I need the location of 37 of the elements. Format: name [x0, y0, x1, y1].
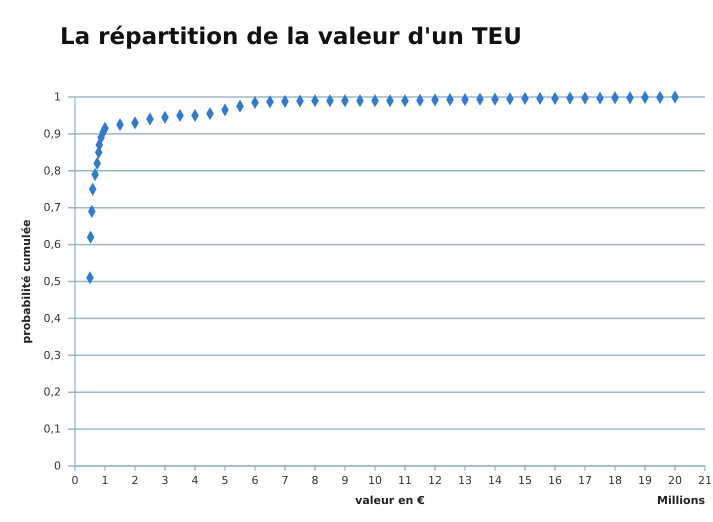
y-tick-label: 0,4	[44, 312, 61, 325]
x-tick-label: 11	[398, 474, 412, 487]
y-tick-label: 1	[54, 90, 61, 104]
x-tick-label: 9	[342, 474, 348, 487]
x-tick-label: 20	[668, 474, 682, 487]
x-tick-label: 6	[252, 474, 258, 487]
x-tick-label: 10	[368, 474, 382, 487]
y-tick-label: 0,1	[44, 422, 61, 436]
y-tick-label: 0,8	[44, 164, 61, 178]
x-tick-label: 0	[72, 474, 78, 487]
x-tick-label: 2	[132, 474, 138, 487]
x-tick-label: 15	[518, 474, 532, 487]
y-tick-label: 0,2	[44, 386, 61, 399]
x-tick-label: 12	[428, 474, 442, 487]
y-tick-label: 0,6	[44, 238, 61, 252]
y-tick-label: 0,7	[44, 201, 61, 214]
x-tick-label: 21	[698, 474, 712, 487]
x-tick-label: 19	[638, 474, 652, 487]
chart-title: La répartition de la valeur d'un TEU	[60, 24, 522, 50]
x-tick-label: 7	[282, 474, 288, 487]
text: Millions	[657, 494, 706, 507]
x-axis-title: valeur en €	[355, 494, 425, 507]
y-tick-label: 0,5	[44, 275, 61, 288]
y-axis-title: probabilité cumulée	[20, 219, 33, 344]
x-tick-label: 16	[548, 474, 562, 487]
x-tick-label: 18	[608, 474, 622, 487]
y-tick-label: 0,9	[44, 127, 61, 140]
y-tick-label: 0	[54, 460, 61, 473]
x-tick-label: 8	[312, 474, 318, 487]
x-tick-label: 4	[192, 474, 198, 487]
x-tick-label: 13	[458, 474, 472, 487]
x-tick-label: 17	[578, 474, 592, 487]
y-tick-label: 0,3	[44, 348, 61, 362]
x-tick-label: 14	[488, 474, 502, 487]
x-tick-label: 3	[162, 474, 168, 487]
x-tick-label: 5	[222, 474, 228, 487]
x-tick-label: 1	[102, 474, 108, 487]
